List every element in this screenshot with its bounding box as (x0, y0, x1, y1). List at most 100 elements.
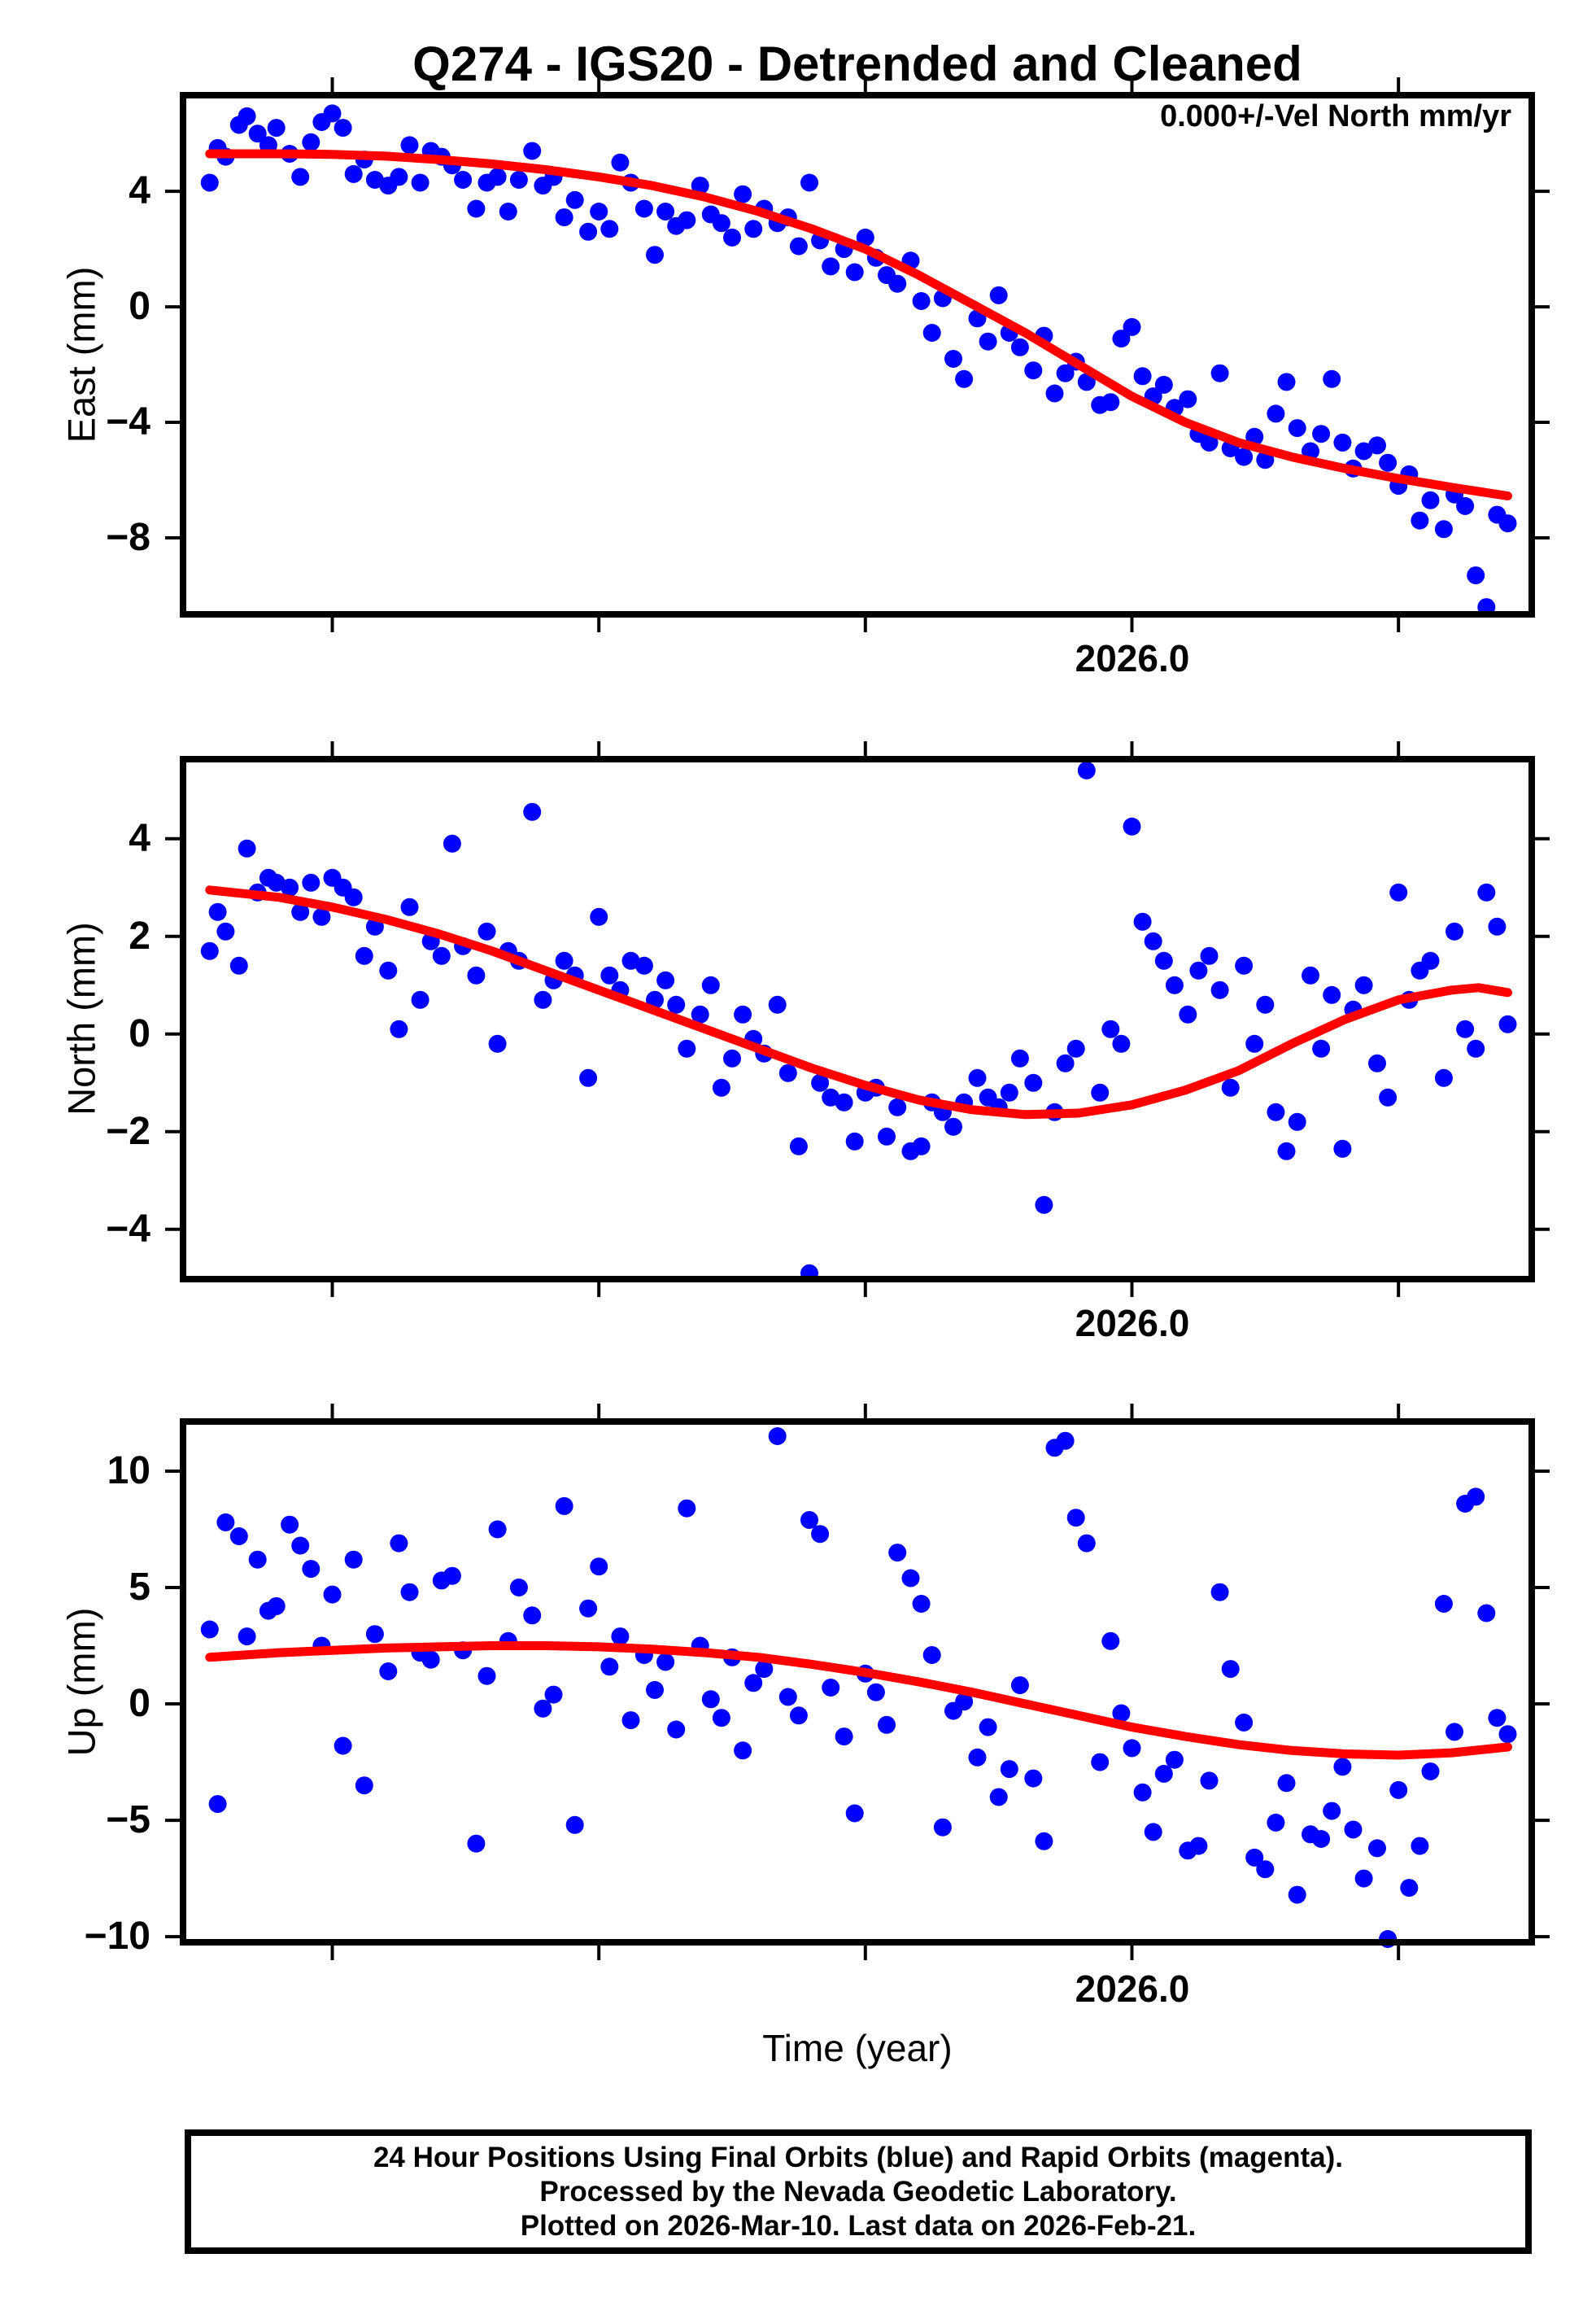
footer-line-plotted: Plotted on 2026-Mar-10. Last data on 202… (520, 2209, 1197, 2242)
data-point (1379, 453, 1398, 472)
data-point (1133, 367, 1152, 386)
data-point (323, 1585, 342, 1604)
data-point (1288, 1885, 1306, 1904)
data-point (922, 324, 941, 342)
data-point (1323, 369, 1341, 388)
data-point (523, 802, 542, 821)
data-point (1165, 976, 1184, 994)
data-point (1498, 1725, 1517, 1744)
data-point (544, 1685, 563, 1704)
data-point (691, 177, 709, 195)
data-point (1077, 1534, 1096, 1553)
data-point (656, 1653, 675, 1671)
data-point (281, 878, 299, 897)
data-point (1200, 433, 1219, 452)
data-point (1277, 1774, 1296, 1793)
data-point (955, 1692, 974, 1711)
north-ytick-label: −4 (106, 1207, 150, 1251)
data-point (523, 1606, 542, 1625)
data-point (555, 208, 573, 227)
data-point (1200, 946, 1219, 965)
data-point (979, 332, 997, 351)
data-point (678, 1499, 696, 1518)
data-point (421, 1650, 440, 1669)
data-point (200, 1620, 219, 1639)
data-point (238, 1627, 256, 1646)
data-point (1333, 1758, 1352, 1776)
data-point (1421, 491, 1440, 509)
data-point (291, 1536, 310, 1555)
data-point (365, 171, 384, 189)
data-point (1179, 1005, 1197, 1024)
plot-frame (180, 756, 1535, 1282)
data-point (933, 1818, 952, 1837)
data-point (291, 902, 310, 921)
data-point (267, 119, 286, 138)
data-point (1354, 1869, 1373, 1888)
data-point (1101, 393, 1120, 412)
data-point (888, 1098, 907, 1116)
data-point (390, 168, 408, 186)
data-point (365, 1625, 384, 1644)
data-point (1112, 1034, 1131, 1053)
data-point (800, 1511, 818, 1529)
data-point (1400, 1879, 1419, 1898)
data-point (878, 1127, 896, 1146)
data-point (1101, 1631, 1120, 1650)
data-point (667, 1720, 686, 1739)
up-ytick-label: −10 (84, 1915, 150, 1959)
data-point (1312, 1830, 1331, 1848)
data-point (565, 190, 584, 209)
plot-frame (180, 92, 1535, 618)
east-ytick-label: −8 (106, 515, 150, 559)
data-point (1123, 317, 1141, 336)
trend-line (205, 885, 1512, 1120)
data-point (1210, 364, 1229, 382)
footer-line-orbits: 24 Hour Positions Using Final Orbits (bl… (373, 2141, 1344, 2173)
data-point (822, 257, 840, 276)
data-point (1434, 1595, 1453, 1613)
north-ytick-label: −2 (106, 1109, 150, 1153)
data-point (712, 1078, 730, 1097)
data-point (701, 1690, 720, 1709)
data-point (509, 1579, 528, 1596)
data-point (1421, 951, 1440, 970)
data-point (1200, 1771, 1219, 1790)
data-point (634, 199, 653, 218)
data-point (656, 203, 675, 221)
data-point (1000, 1760, 1018, 1779)
data-point (334, 119, 352, 138)
data-point (1144, 932, 1162, 950)
data-point (611, 153, 630, 172)
data-point (968, 1068, 987, 1087)
data-point (789, 237, 808, 255)
data-point (1154, 375, 1173, 394)
data-point (467, 199, 486, 218)
data-point (344, 1550, 363, 1569)
data-point (1267, 1813, 1285, 1832)
data-point (1035, 1195, 1053, 1214)
data-point (800, 173, 818, 192)
data-point (312, 907, 331, 926)
data-point (1091, 1083, 1110, 1102)
data-point (1421, 1762, 1440, 1780)
data-point (1434, 520, 1453, 539)
data-point (888, 274, 907, 293)
data-point (555, 1496, 573, 1515)
data-point (656, 971, 675, 989)
data-point (1477, 883, 1496, 902)
data-point (944, 1117, 962, 1136)
data-point (1267, 1103, 1285, 1121)
data-point (1411, 1837, 1429, 1855)
data-point (1210, 980, 1229, 999)
up-axis-label: Up (mm) (59, 1607, 103, 1757)
data-point (400, 898, 419, 916)
data-point (1024, 1769, 1043, 1788)
data-point (302, 873, 321, 892)
data-point (1221, 1078, 1240, 1097)
data-point (229, 956, 248, 975)
up-ytick-label: 10 (107, 1448, 150, 1492)
data-point (1368, 1054, 1386, 1072)
data-point (701, 976, 720, 994)
data-point (712, 1709, 730, 1727)
